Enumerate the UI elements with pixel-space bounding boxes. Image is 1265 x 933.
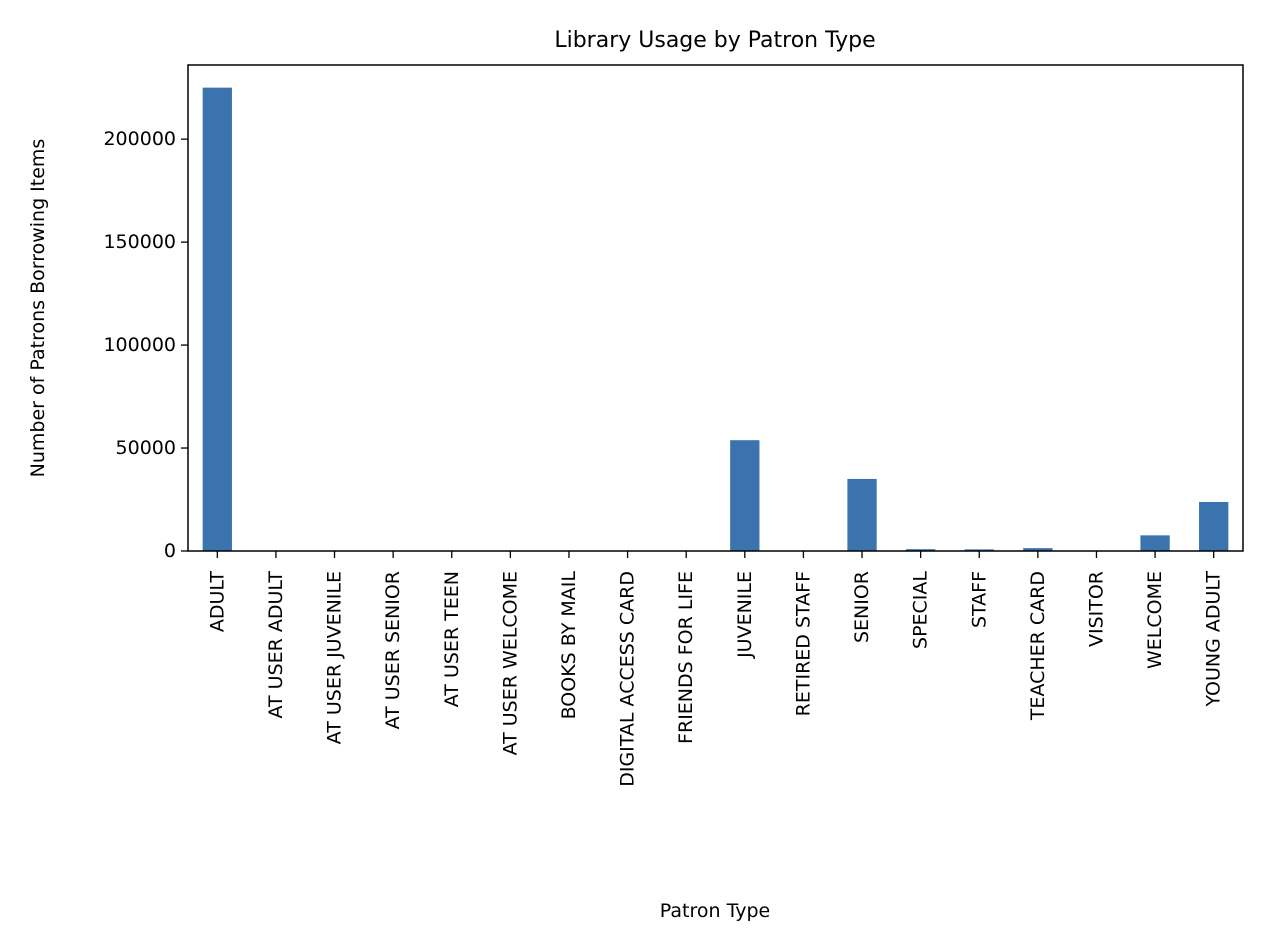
bar-teacher-card xyxy=(1023,548,1053,551)
bar-senior xyxy=(847,478,877,551)
bar-juvenile xyxy=(730,440,760,551)
x-tick-label: RETIRED STAFF xyxy=(792,571,814,716)
y-tick-label: 150000 xyxy=(103,231,176,253)
x-tick-label: FRIENDS FOR LIFE xyxy=(675,571,697,744)
x-tick-label: WELCOME xyxy=(1144,571,1166,669)
x-tick-label: YOUNG ADULT xyxy=(1203,571,1225,708)
y-axis: 0 50000 100000 150000 200000 xyxy=(103,128,188,562)
y-tick-label: 50000 xyxy=(116,437,176,459)
bar-young-adult xyxy=(1199,501,1229,551)
x-tick-label: SPECIAL xyxy=(910,571,932,649)
x-tick-label: TEACHER CARD xyxy=(1027,571,1049,721)
x-axis: ADULT AT USER ADULT AT USER JUVENILE AT USE… xyxy=(206,551,1225,787)
bar-welcome xyxy=(1140,535,1170,551)
x-tick-label: AT USER TEEN xyxy=(441,571,463,707)
bar-adult xyxy=(202,87,232,552)
y-tick-label: 200000 xyxy=(103,128,176,150)
bar-special xyxy=(905,549,936,551)
x-tick-label: AT USER WELCOME xyxy=(499,571,521,755)
x-tick-label: VISITOR xyxy=(1085,571,1107,647)
bars-group xyxy=(202,87,1229,552)
x-tick-label: ADULT xyxy=(206,571,228,633)
x-tick-label: SENIOR xyxy=(851,571,873,643)
bar-staff xyxy=(964,549,994,551)
x-tick-label: AT USER SENIOR xyxy=(382,571,404,729)
y-axis-label: Number of Patrons Borrowing Items xyxy=(27,139,49,478)
x-tick-label: BOOKS BY MAIL xyxy=(558,571,580,720)
plot-frame xyxy=(187,64,1244,552)
y-tick-label: 100000 xyxy=(103,334,176,356)
x-tick-label: STAFF xyxy=(968,571,990,628)
x-tick-label: AT USER JUVENILE xyxy=(324,571,346,744)
x-tick-label: AT USER ADULT xyxy=(265,571,287,719)
x-tick-label: JUVENILE xyxy=(734,571,756,659)
x-tick-label: DIGITAL ACCESS CARD xyxy=(617,571,639,787)
chart-title: Library Usage by Patron Type xyxy=(554,28,875,53)
y-tick-label: 0 xyxy=(164,540,176,562)
x-axis-label: Patron Type xyxy=(660,900,770,922)
